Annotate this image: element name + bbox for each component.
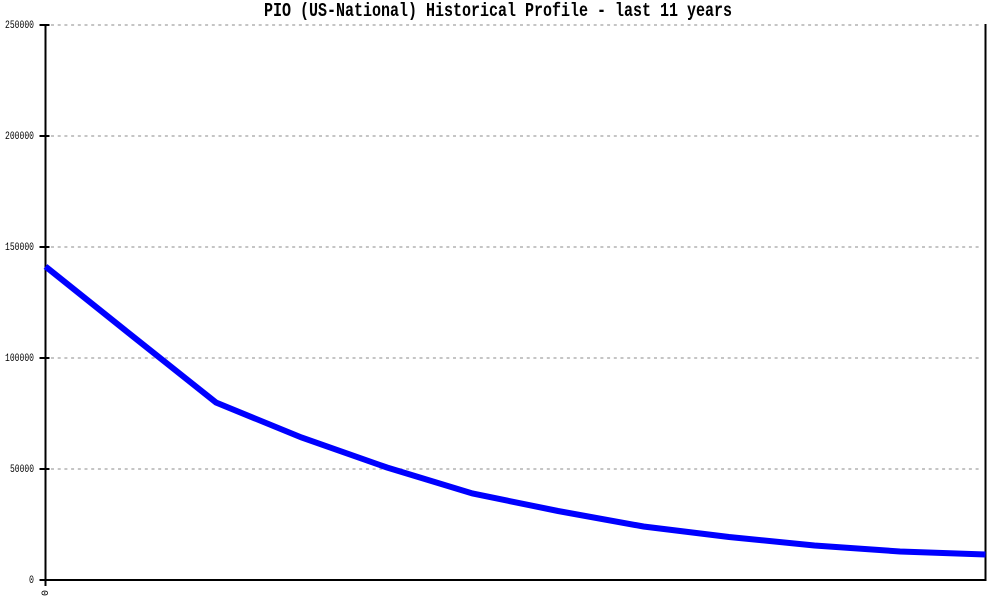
svg-text:0: 0 — [29, 575, 34, 587]
svg-text:0: 0 — [41, 590, 52, 596]
svg-text:100000: 100000 — [5, 353, 34, 365]
svg-text:50000: 50000 — [10, 464, 34, 476]
svg-text:250000: 250000 — [5, 20, 34, 32]
svg-text:200000: 200000 — [5, 131, 34, 143]
svg-text:PIO (US-National) Historical P: PIO (US-National) Historical Profile - l… — [264, 0, 732, 22]
svg-text:150000: 150000 — [5, 242, 34, 254]
